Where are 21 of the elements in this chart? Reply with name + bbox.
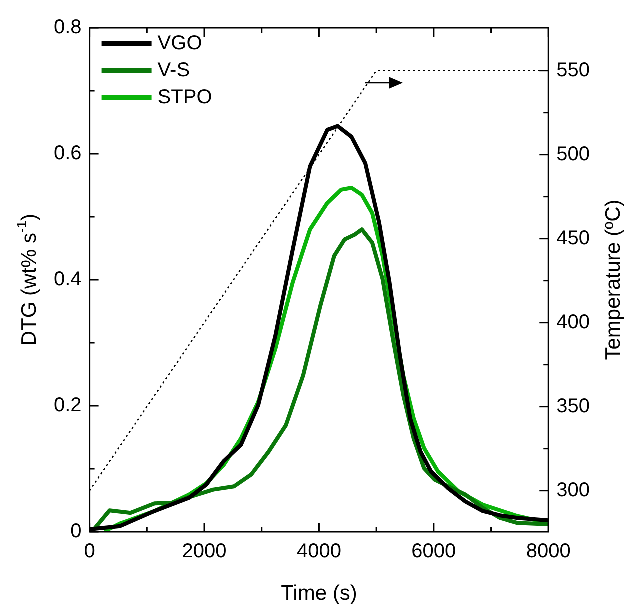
y2-axis-title: Temperature (ºC): [602, 200, 625, 360]
y-tick-label: 0.8: [54, 16, 82, 39]
legend-label: VGO: [158, 32, 202, 55]
y2-tick-label: 500: [556, 143, 590, 166]
y-tick-label: 0.4: [54, 268, 82, 291]
x-tick-label: 6000: [412, 540, 456, 563]
x-tick-label: 2000: [182, 540, 227, 563]
y2-tick-label: 400: [556, 311, 590, 334]
x-tick-label: 8000: [526, 540, 571, 563]
x-tick-label: 4000: [296, 540, 342, 563]
y-tick-label: 0.2: [54, 394, 82, 417]
legend-label: STPO: [158, 86, 212, 109]
y2-tick-label: 350: [556, 395, 590, 418]
y2-tick-label: 300: [556, 479, 590, 502]
y2-tick-label: 550: [556, 59, 590, 82]
y-tick-label: 0: [70, 520, 82, 543]
x-axis-title: Time (s): [281, 582, 358, 605]
y2-tick-label: 450: [556, 227, 590, 250]
y-tick-label: 0.6: [54, 142, 82, 165]
legend-label: V-S: [158, 60, 190, 82]
y-axis-title: DTG (wt% s-1): [14, 214, 41, 346]
